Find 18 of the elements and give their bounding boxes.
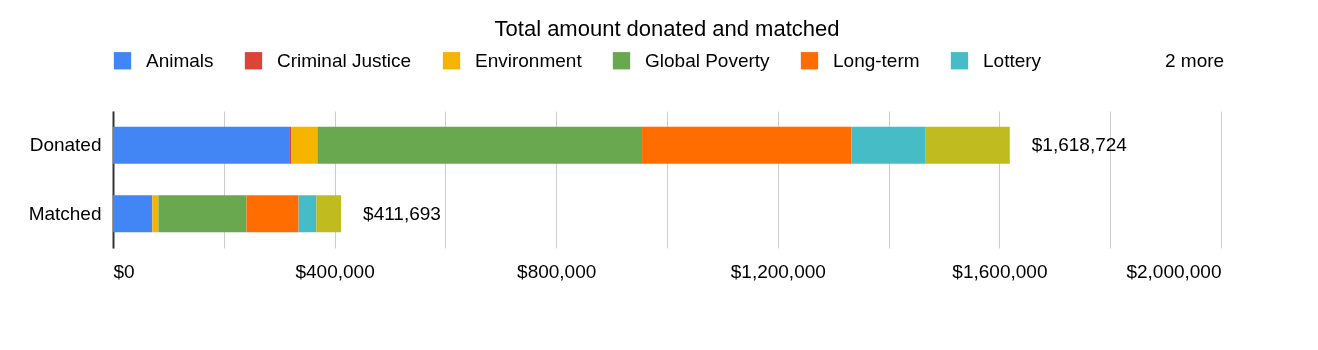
chart-title: Total amount donated and matched bbox=[494, 16, 840, 41]
total-label: $1,618,724 bbox=[1031, 134, 1128, 156]
x-tick-label: $800,000 bbox=[517, 260, 597, 282]
legend-label: Animals bbox=[146, 49, 214, 71]
legend-label: Environment bbox=[475, 49, 583, 71]
x-tick-label: $400,000 bbox=[295, 260, 375, 282]
text: 2 more bbox=[1165, 50, 1225, 71]
y-tick-label: Donated bbox=[29, 134, 102, 156]
y-tick-label: Matched bbox=[28, 202, 102, 224]
total-label: $411,693 bbox=[363, 202, 441, 224]
x-tick-label: $0 bbox=[113, 260, 135, 282]
legend-label: Lottery bbox=[983, 49, 1042, 71]
legend-label: Long-term bbox=[833, 49, 920, 71]
legend-label: Criminal Justice bbox=[277, 49, 412, 71]
x-tick-label: $1,200,000 bbox=[730, 260, 826, 282]
x-tick-label: $1,600,000 bbox=[952, 260, 1048, 282]
legend-label: Global Poverty bbox=[645, 49, 771, 71]
x-tick-label: $2,000,000 bbox=[1126, 260, 1222, 282]
